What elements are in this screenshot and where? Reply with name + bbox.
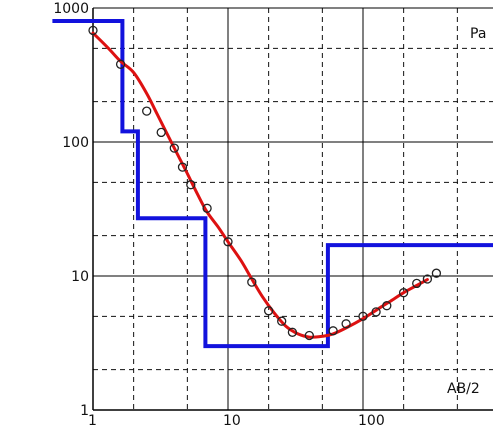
x-tick-label: 10 <box>223 413 241 428</box>
x-axis-label: AB/2 <box>447 381 480 397</box>
x-tick-label: 1 <box>88 413 97 428</box>
measurement-point <box>412 278 422 289</box>
measurement-point <box>156 127 166 138</box>
measurement-point <box>186 180 196 190</box>
tick-labels: 11010010001101001000 <box>53 1 385 428</box>
measurement-point <box>382 301 392 311</box>
measurement-point <box>247 277 257 287</box>
measurement-point <box>431 268 442 278</box>
axis-labels: Pa AB/2 <box>447 26 486 397</box>
fitted-curve-line <box>91 31 429 339</box>
grid-lines <box>92 7 493 411</box>
measurement-point <box>287 327 298 337</box>
measurement-point <box>223 237 233 247</box>
plot-axes <box>92 8 493 411</box>
measurement-point <box>177 162 188 172</box>
y-axis-label: Pa <box>470 26 486 42</box>
measurement-point <box>304 330 314 341</box>
measurement-point <box>115 59 126 69</box>
y-tick-label: 10 <box>71 269 89 285</box>
y-tick-label: 1 <box>80 403 89 419</box>
measurement-point <box>202 203 212 213</box>
measurement-point <box>341 319 351 329</box>
measurement-point <box>277 316 287 326</box>
layered-model-line <box>52 19 493 349</box>
y-tick-label: 1000 <box>53 1 89 17</box>
x-tick-label: 100 <box>358 413 385 428</box>
data-series <box>52 19 493 349</box>
measurement-point <box>88 25 98 36</box>
measurement-point <box>398 288 409 298</box>
measurement-point <box>328 326 338 336</box>
measurement-point <box>422 274 433 284</box>
measurement-point <box>263 306 274 316</box>
measurement-point <box>371 307 381 317</box>
measurement-point <box>169 143 179 153</box>
measurement-point <box>358 311 368 321</box>
y-tick-label: 100 <box>62 135 89 151</box>
measurement-point <box>142 106 152 116</box>
